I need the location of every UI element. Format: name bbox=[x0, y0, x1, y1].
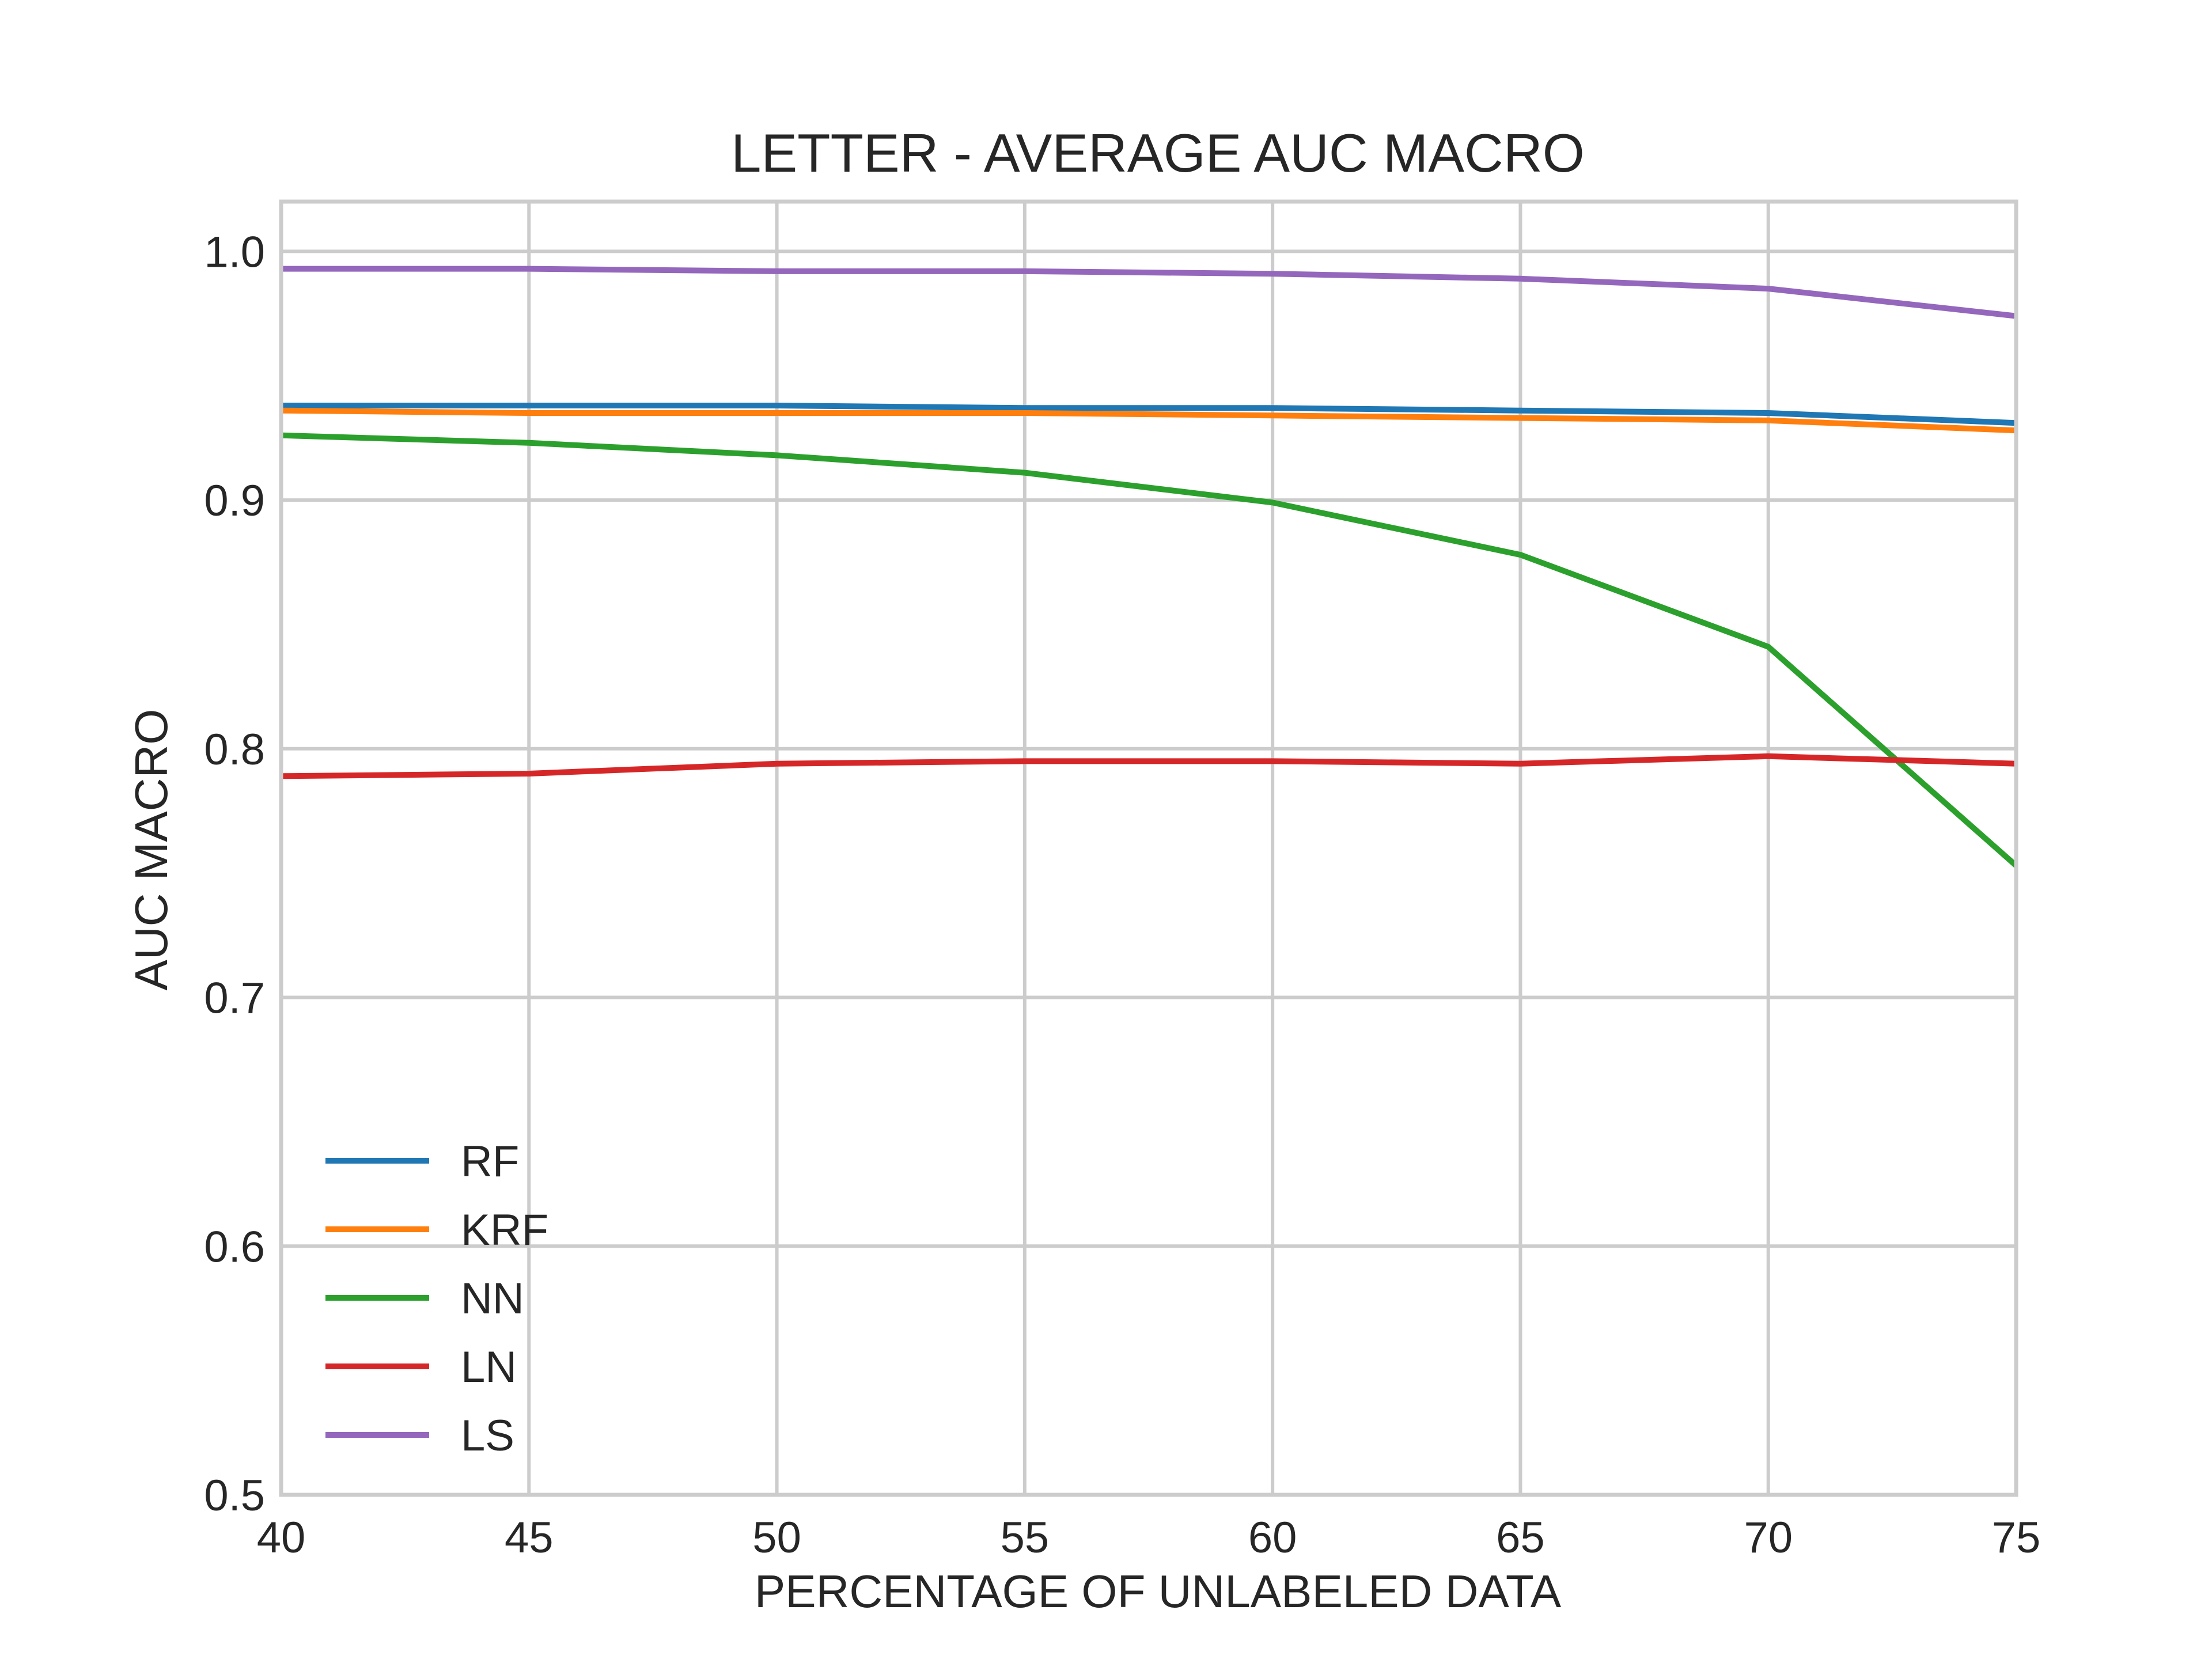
y-tick-label: 0.7 bbox=[204, 974, 265, 1023]
series-line-ls bbox=[281, 266, 2017, 319]
x-tick-label: 65 bbox=[1496, 1513, 1545, 1562]
legend-item-nn: NN bbox=[325, 1274, 524, 1323]
y-tick-label: 0.8 bbox=[204, 725, 265, 774]
x-tick-label: 60 bbox=[1248, 1513, 1297, 1562]
x-tick-label: 75 bbox=[1992, 1513, 2041, 1562]
y-tick-label: 0.9 bbox=[204, 476, 265, 525]
plot-frame bbox=[279, 199, 2018, 1497]
series-line-ln bbox=[281, 753, 2017, 779]
x-tick-label: 45 bbox=[505, 1513, 554, 1562]
series-lines bbox=[281, 266, 2018, 868]
legend-item-ls: LS bbox=[325, 1411, 514, 1460]
x-tick-label: 40 bbox=[257, 1513, 306, 1562]
legend-item-ln: LN bbox=[325, 1343, 517, 1392]
x-tick-label: 55 bbox=[1001, 1513, 1050, 1562]
chart-title: LETTER - AVERAGE AUC MACRO bbox=[731, 123, 1585, 183]
y-tick-label: 0.6 bbox=[204, 1222, 265, 1271]
legend-label: RF bbox=[461, 1137, 519, 1186]
tick-labels: 40 45 50 55 60 65 70 75 0.5 0.6 0.7 0.8 0.9 1.0 bbox=[204, 228, 2040, 1562]
legend-label: LN bbox=[461, 1343, 517, 1392]
series-line-rf bbox=[281, 403, 2017, 426]
x-tick-label: 70 bbox=[1744, 1513, 1793, 1562]
legend-item-krf: KRF bbox=[325, 1206, 548, 1255]
y-tick-label: 1.0 bbox=[204, 228, 265, 276]
legend-label: KRF bbox=[461, 1206, 548, 1255]
series-line-nn bbox=[281, 432, 2018, 868]
series-line-krf bbox=[281, 407, 2017, 434]
legend: RF KRF NN LN LS bbox=[325, 1137, 548, 1460]
legend-label: NN bbox=[461, 1274, 524, 1323]
legend-item-rf: RF bbox=[325, 1137, 519, 1186]
y-tick-label: 0.5 bbox=[204, 1471, 265, 1520]
y-axis-label: AUC MACRO bbox=[126, 709, 177, 991]
x-tick-label: 50 bbox=[752, 1513, 801, 1562]
legend-label: LS bbox=[461, 1411, 514, 1460]
x-axis-label: PERCENTAGE OF UNLABELED DATA bbox=[755, 1566, 1562, 1617]
